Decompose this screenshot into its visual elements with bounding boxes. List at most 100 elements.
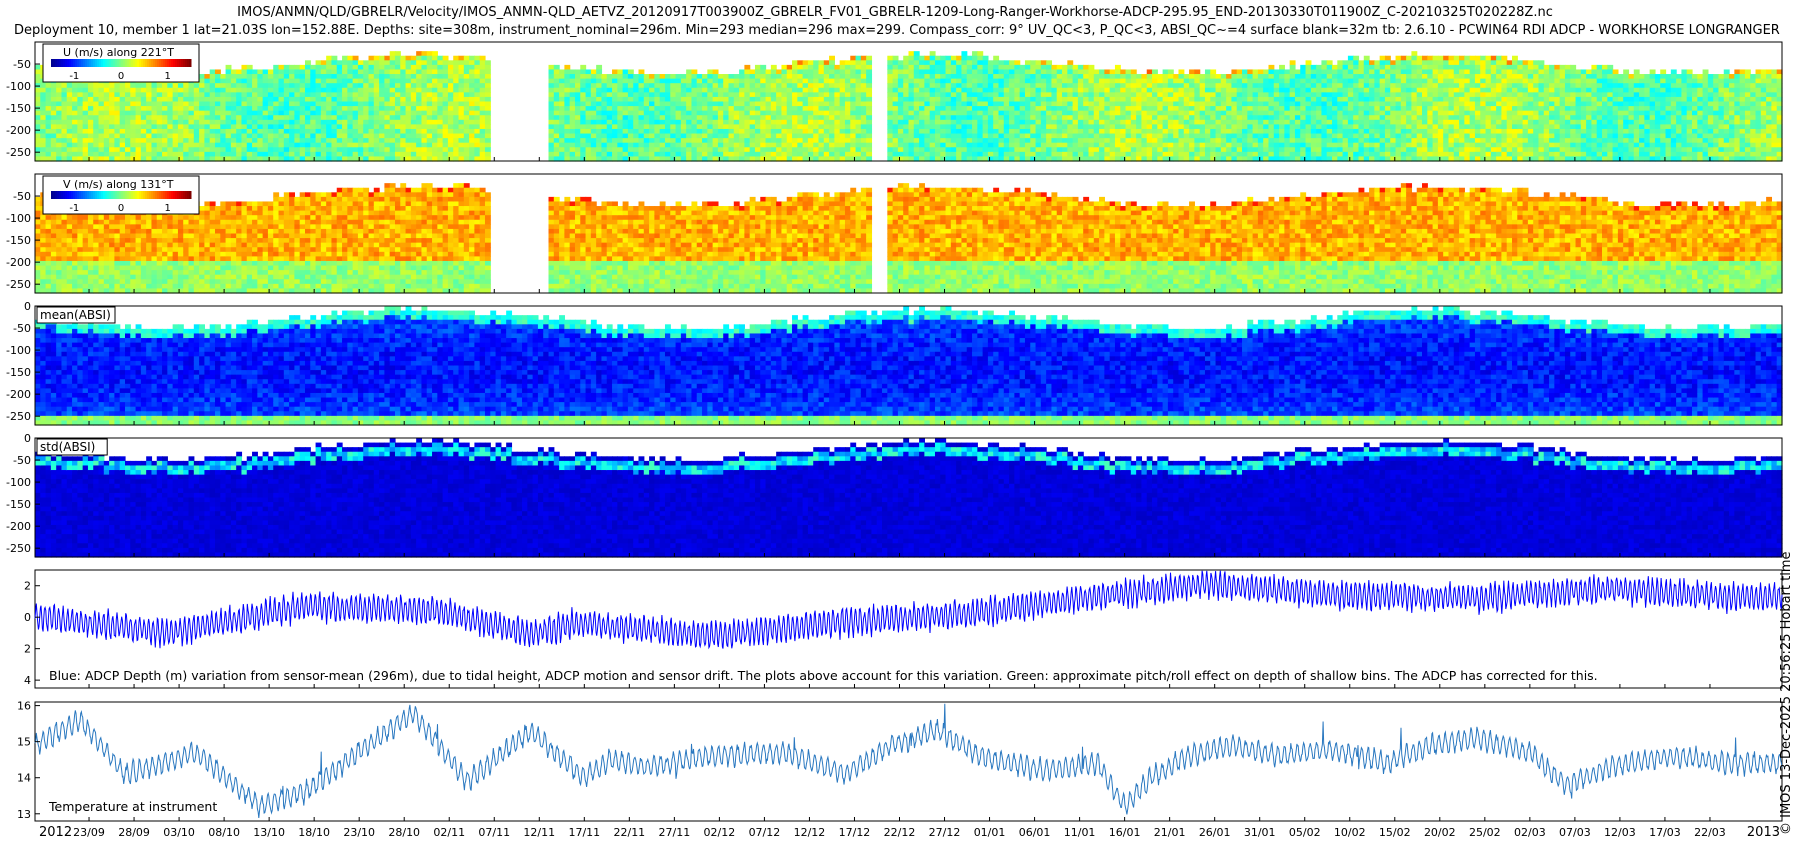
heatmap-cell	[480, 147, 486, 152]
heatmap-cell	[141, 102, 147, 107]
heatmap-cell	[215, 97, 221, 102]
heatmap-cell	[268, 79, 274, 84]
heatmap-cell	[787, 83, 793, 88]
heatmap-cell	[1030, 129, 1036, 134]
heatmap-cell	[1110, 106, 1116, 111]
heatmap-cell	[946, 111, 952, 116]
heatmap-cell	[1194, 143, 1200, 148]
heatmap-cell	[972, 92, 978, 97]
heatmap-cell	[1067, 79, 1073, 84]
heatmap-cell	[326, 120, 332, 125]
heatmap-cell	[1057, 120, 1063, 125]
heatmap-cell	[369, 134, 375, 139]
heatmap-cell	[1343, 111, 1349, 116]
heatmap-cell	[813, 69, 819, 74]
heatmap-cell	[686, 83, 692, 88]
heatmap-cell	[967, 79, 973, 84]
heatmap-cell	[824, 124, 830, 129]
heatmap-cell	[1332, 65, 1338, 70]
heatmap-cell	[474, 65, 480, 70]
heatmap-cell	[1263, 147, 1269, 152]
heatmap-cell	[215, 74, 221, 79]
heatmap-cell	[99, 83, 105, 88]
heatmap-cell	[750, 102, 756, 107]
heatmap-cell	[1025, 120, 1031, 125]
heatmap-cell	[951, 120, 957, 125]
heatmap-cell	[353, 143, 359, 148]
heatmap-cell	[1210, 147, 1216, 152]
heatmap-cell	[559, 69, 565, 74]
heatmap-cell	[353, 60, 359, 65]
heatmap-cell	[51, 106, 57, 111]
heatmap-cell	[83, 124, 89, 129]
heatmap-cell	[114, 120, 120, 125]
heatmap-cell	[564, 65, 570, 70]
heatmap-cell	[1126, 106, 1132, 111]
heatmap-cell	[1131, 79, 1137, 84]
heatmap-cell	[1321, 97, 1327, 102]
heatmap-cell	[326, 129, 332, 134]
heatmap-cell	[676, 147, 682, 152]
heatmap-cell	[1025, 79, 1031, 84]
heatmap-cell	[109, 138, 115, 143]
heatmap-cell	[1332, 106, 1338, 111]
heatmap-cell	[983, 83, 989, 88]
heatmap-cell	[1263, 120, 1269, 125]
heatmap-cell	[1327, 65, 1333, 70]
heatmap-cell	[347, 60, 353, 65]
heatmap-cell	[919, 138, 925, 143]
heatmap-cell	[829, 97, 835, 102]
heatmap-cell	[453, 138, 459, 143]
heatmap-cell	[644, 83, 650, 88]
heatmap-cell	[549, 129, 555, 134]
heatmap-cell	[1078, 143, 1084, 148]
heatmap-cell	[369, 111, 375, 116]
heatmap-cell	[739, 106, 745, 111]
heatmap-cell	[1078, 102, 1084, 107]
heatmap-cell	[204, 74, 210, 79]
heatmap-cell	[564, 69, 570, 74]
heatmap-cell	[130, 88, 136, 93]
heatmap-cell	[676, 92, 682, 97]
heatmap-cell	[289, 138, 295, 143]
heatmap-cell	[406, 129, 412, 134]
heatmap-cell	[294, 83, 300, 88]
heatmap-cell	[231, 111, 237, 116]
heatmap-cell	[331, 74, 337, 79]
heatmap-cell	[99, 97, 105, 102]
heatmap-cell	[77, 97, 83, 102]
heatmap-cell	[623, 97, 629, 102]
heatmap-cell	[1036, 106, 1042, 111]
heatmap-cell	[707, 88, 713, 93]
heatmap-cell	[305, 97, 311, 102]
heatmap-cell	[1221, 83, 1227, 88]
heatmap-cell	[400, 134, 406, 139]
heatmap-cell	[1274, 74, 1280, 79]
heatmap-cell	[226, 147, 232, 152]
heatmap-cell	[1104, 88, 1110, 93]
heatmap-cell	[167, 83, 173, 88]
heatmap-cell	[612, 83, 618, 88]
heatmap-cell	[305, 147, 311, 152]
heatmap-cell	[204, 106, 210, 111]
heatmap-cell	[1321, 60, 1327, 65]
heatmap-cell	[549, 83, 555, 88]
heatmap-cell	[347, 88, 353, 93]
heatmap-cell	[305, 74, 311, 79]
heatmap-cell	[1316, 97, 1322, 102]
heatmap-cell	[321, 152, 327, 157]
heatmap-cell	[829, 60, 835, 65]
heatmap-cell	[241, 143, 247, 148]
heatmap-cell	[1284, 92, 1290, 97]
heatmap-cell	[649, 120, 655, 125]
heatmap-cell	[909, 147, 915, 152]
heatmap-cell	[628, 74, 634, 79]
heatmap-cell	[1014, 88, 1020, 93]
heatmap-cell	[236, 115, 242, 120]
heatmap-cell	[1284, 143, 1290, 148]
heatmap-cell	[453, 79, 459, 84]
heatmap-cell	[1020, 74, 1026, 79]
heatmap-cell	[1030, 88, 1036, 93]
heatmap-cell	[909, 83, 915, 88]
heatmap-cell	[946, 92, 952, 97]
